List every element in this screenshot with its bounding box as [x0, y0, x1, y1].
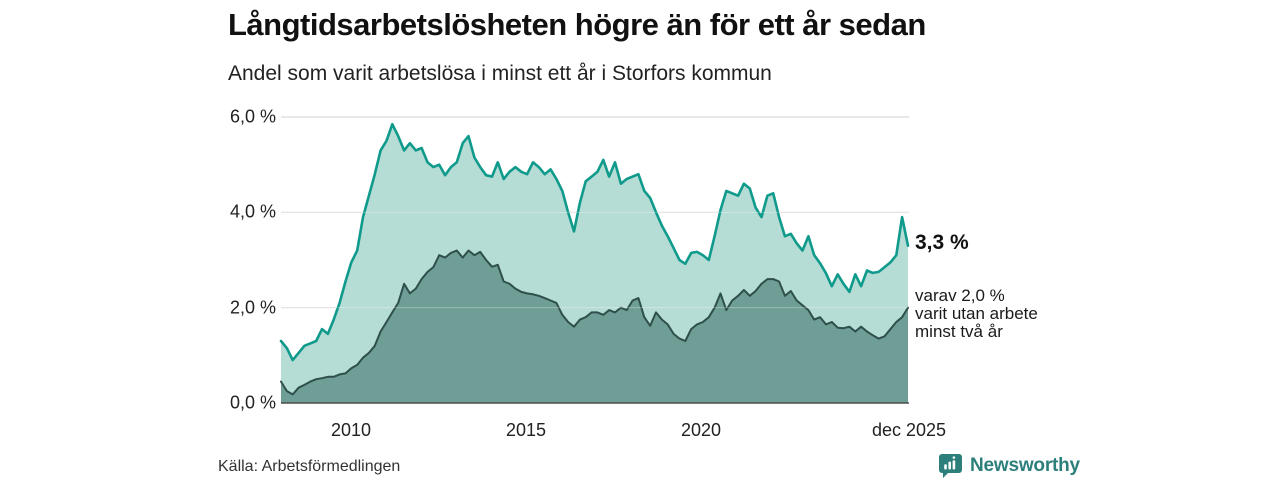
x-axis-tick-2015: 2015 [505, 420, 547, 440]
annotation-line-2: varit utan arbete [915, 304, 1038, 323]
y-axis-tick-0: 0,0 % [229, 392, 276, 413]
source-caption: Källa: Arbetsförmedlingen [218, 458, 401, 475]
chart-subtitle: Andel som varit arbetslösa i minst ett å… [228, 62, 772, 85]
series-sub-annotation: varav 2,0 % varit utan arbete minst två … [915, 287, 1038, 341]
y-axis-tick-2: 2,0 % [229, 297, 276, 318]
x-axis-tick-2020: 2020 [680, 420, 722, 440]
x-axis-tick-dec-2025: dec 2025 [871, 420, 947, 440]
annotation-line-3: minst två år [915, 322, 1003, 341]
newsworthy-logo-text: Newsworthy [970, 454, 1080, 476]
y-axis-tick-4: 4,0 % [229, 201, 276, 222]
newsworthy-logo[interactable]: Newsworthy [938, 452, 1080, 479]
y-axis-tick-6: 6,0 % [229, 106, 276, 127]
page-title: Långtidsarbetslösheten högre än för ett … [228, 7, 926, 42]
annotation-line-1: varav 2,0 % [915, 286, 1005, 305]
series-end-value-label: 3,3 % [915, 231, 969, 254]
x-axis-tick-2010: 2010 [330, 420, 372, 440]
newsworthy-logo-icon [939, 453, 962, 478]
